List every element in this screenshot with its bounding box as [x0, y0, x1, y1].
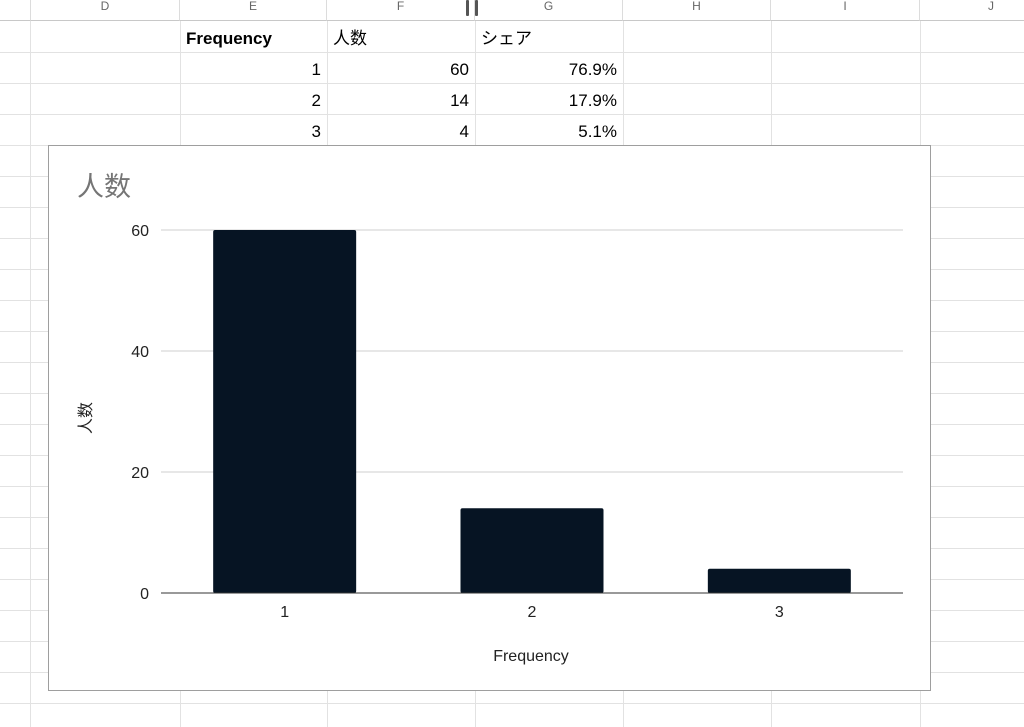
column-header-g[interactable]: G: [475, 0, 623, 21]
column-header-c[interactable]: [0, 0, 31, 21]
header-cell-count[interactable]: 人数: [333, 29, 367, 48]
table-cell[interactable]: 1: [311, 60, 321, 79]
embedded-chart[interactable]: 人数 人数 Frequency 0 20 40 60 1 2 3: [48, 145, 931, 691]
table-cell[interactable]: 2: [311, 91, 321, 110]
row-gridline: [0, 83, 1024, 84]
table-cell[interactable]: 14: [450, 91, 469, 110]
y-axis-label: 人数: [77, 402, 95, 434]
column-header-f[interactable]: F: [327, 0, 475, 21]
row-gridline: [0, 52, 1024, 53]
table-cell[interactable]: 4: [459, 122, 469, 141]
bar-chart: 人数 人数 Frequency 0 20 40 60 1 2 3: [77, 172, 903, 665]
y-tick-label: 20: [131, 465, 149, 482]
y-tick-label: 0: [140, 586, 149, 603]
bar[interactable]: [460, 508, 604, 593]
table-cell[interactable]: 5.1%: [578, 122, 617, 141]
column-header-i[interactable]: I: [771, 0, 920, 21]
column-header-e[interactable]: E: [180, 0, 327, 21]
x-tick-label: 3: [775, 604, 784, 621]
header-cell-share[interactable]: シェア: [481, 29, 532, 48]
column-resize-handle[interactable]: [466, 0, 469, 16]
chart-title: 人数: [77, 172, 131, 202]
bar[interactable]: [707, 568, 851, 593]
y-tick-label: 60: [131, 223, 149, 240]
column-header-d[interactable]: D: [31, 0, 180, 21]
column-header-j[interactable]: J: [920, 0, 1024, 21]
x-tick-label: 2: [528, 604, 537, 621]
column-header-h[interactable]: H: [623, 0, 771, 21]
x-axis-label: Frequency: [493, 648, 569, 665]
column-gridline: [30, 21, 31, 727]
y-tick-label: 40: [131, 344, 149, 361]
row-gridline: [0, 703, 1024, 704]
table-cell[interactable]: 3: [311, 122, 321, 141]
column-resize-handle[interactable]: [475, 0, 478, 16]
table-cell[interactable]: 17.9%: [568, 91, 617, 110]
table-cell[interactable]: 60: [450, 60, 469, 79]
header-cell-frequency[interactable]: Frequency: [186, 29, 272, 48]
table-cell[interactable]: 76.9%: [568, 60, 617, 79]
bar[interactable]: [213, 230, 357, 593]
x-tick-label: 1: [280, 604, 289, 621]
row-gridline: [0, 114, 1024, 115]
